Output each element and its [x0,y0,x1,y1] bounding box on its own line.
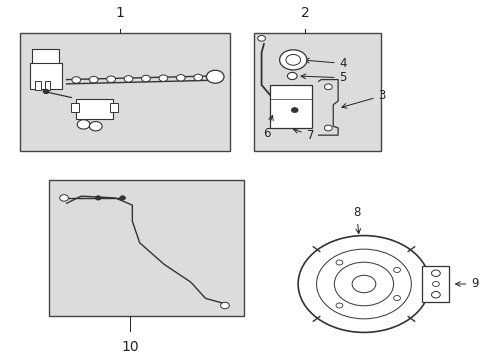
Circle shape [193,74,202,81]
Circle shape [77,120,90,129]
Circle shape [176,75,185,81]
Text: 10: 10 [121,339,139,354]
Text: 7: 7 [293,129,313,142]
Bar [20,33,229,151]
Circle shape [324,125,331,131]
Bar [110,103,118,112]
Circle shape [220,302,229,309]
Circle shape [120,196,125,200]
Bar [76,99,113,119]
Bar [422,266,448,302]
Text: 6: 6 [262,116,273,140]
Text: 4: 4 [304,57,346,70]
Circle shape [60,195,68,201]
Circle shape [89,122,102,131]
Circle shape [43,89,49,94]
Circle shape [334,262,393,306]
Circle shape [124,76,133,82]
Text: 5: 5 [301,71,346,84]
Circle shape [279,50,306,70]
Bar [30,63,61,89]
Circle shape [159,75,167,81]
Circle shape [430,270,439,276]
Bar [35,81,41,90]
Bar [49,180,244,316]
Circle shape [285,54,300,65]
Text: 3: 3 [341,89,385,108]
Bar [44,81,50,90]
Text: 1: 1 [116,6,124,21]
Bar [254,33,380,151]
Bar [71,103,79,112]
Text: 8: 8 [352,206,360,234]
Circle shape [291,108,298,113]
Circle shape [431,282,438,287]
Circle shape [72,77,81,83]
Text: 2: 2 [301,6,309,21]
Circle shape [257,36,265,41]
Circle shape [335,303,342,308]
Circle shape [141,75,150,82]
Circle shape [393,296,400,301]
Circle shape [316,249,410,319]
Circle shape [324,84,331,90]
Circle shape [106,76,115,82]
Text: 9: 9 [455,278,478,291]
Circle shape [206,70,224,83]
Bar [32,49,59,69]
Circle shape [335,260,342,265]
Bar [270,85,311,128]
Circle shape [95,196,101,200]
Circle shape [430,292,439,298]
Circle shape [287,72,297,80]
Circle shape [351,275,375,293]
Circle shape [298,235,429,332]
Circle shape [89,76,98,83]
Circle shape [393,267,400,273]
